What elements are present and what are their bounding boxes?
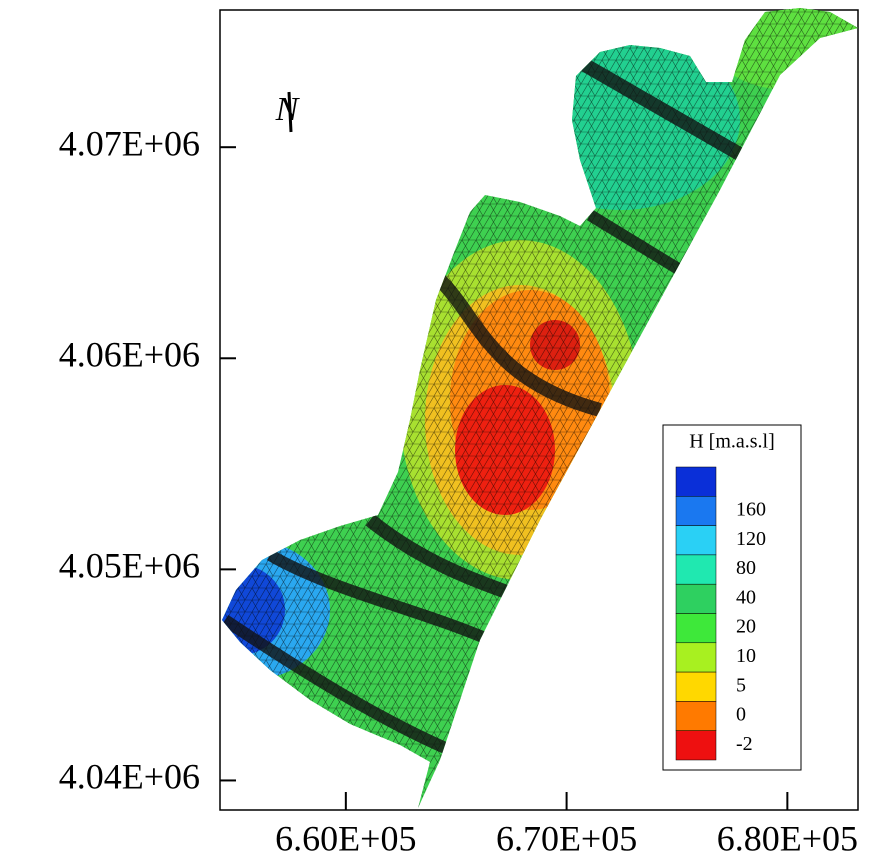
legend-label: 40 xyxy=(736,586,756,608)
legend-swatch xyxy=(675,642,717,673)
x-tick-label: 6.80E+05 xyxy=(717,818,858,858)
legend-swatch xyxy=(675,525,717,556)
legend-swatch xyxy=(675,583,717,614)
legend-swatch xyxy=(675,466,717,497)
legend-swatch xyxy=(675,671,717,702)
north-label: N xyxy=(275,91,301,128)
legend-label: 10 xyxy=(736,645,756,667)
plot-frame xyxy=(219,9,859,811)
legend-label: 5 xyxy=(736,674,746,696)
y-tick-label: 4.07E+06 xyxy=(59,123,200,163)
legend-title: H [m.a.s.l] xyxy=(689,431,775,453)
legend-label: 160 xyxy=(736,499,766,521)
x-tick-label: 6.70E+05 xyxy=(496,818,637,858)
x-tick-label: 6.60E+05 xyxy=(275,818,416,858)
legend-swatch xyxy=(675,730,717,761)
legend-label: 0 xyxy=(736,704,746,726)
y-tick-label: 4.06E+06 xyxy=(59,335,200,375)
legend-label: 120 xyxy=(736,528,766,550)
y-tick-label: 4.05E+06 xyxy=(59,546,200,586)
legend-label: -2 xyxy=(736,733,753,755)
y-tick-label: 4.04E+06 xyxy=(59,757,200,797)
legend-swatch xyxy=(675,701,717,731)
north-arrow xyxy=(287,91,293,133)
legend-swatch xyxy=(675,496,717,526)
legend-swatch xyxy=(675,554,717,585)
legend-label: 20 xyxy=(736,616,756,638)
legend-swatch xyxy=(675,613,717,644)
legend-label: 80 xyxy=(736,557,756,579)
